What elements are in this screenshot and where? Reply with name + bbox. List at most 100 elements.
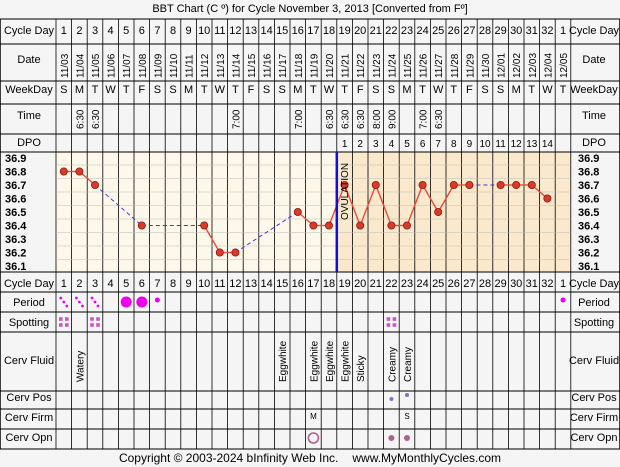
- cerv-firm-mark: S: [404, 412, 409, 421]
- cycle-day-cell-bottom: 32: [541, 278, 553, 290]
- dpo-cell: 13: [526, 139, 538, 150]
- period-spotting-dot: [65, 304, 69, 308]
- date-cell: 11/06: [107, 53, 118, 78]
- period-spotting-dot: [96, 304, 100, 308]
- time-cell: 6:30: [75, 109, 86, 129]
- date-cell: 11/09: [153, 53, 164, 78]
- temp-gap-segment: [235, 211, 299, 253]
- cycle-day-cell: 21: [370, 25, 382, 37]
- cycle-day-cell: 8: [170, 25, 176, 37]
- cycle-day-cell-bottom: 3: [92, 278, 98, 290]
- weekday-cell: F: [466, 84, 473, 96]
- weekday-cell: S: [497, 84, 504, 96]
- label-period-left: Period: [13, 297, 45, 309]
- label-cycle-day-bottom-left: Cycle Day: [4, 278, 55, 290]
- temp-point: [356, 221, 365, 230]
- date-cell: 11/24: [387, 53, 398, 78]
- cycle-day-cell-bottom: 7: [154, 278, 160, 290]
- date-cell: 12/05: [559, 53, 570, 78]
- weekday-cell: F: [138, 84, 145, 96]
- cycle-day-cell-bottom: 31: [526, 278, 538, 290]
- temp-segment: [203, 225, 221, 253]
- date-cell: 11/12: [200, 53, 211, 78]
- date-cell: 11/29: [465, 53, 476, 78]
- date-cell: 11/04: [75, 53, 86, 78]
- spotting-dot: [386, 317, 391, 321]
- cycle-day-cell: 1: [560, 25, 566, 37]
- period-heavy: [136, 296, 148, 308]
- label-cerv-fluid-left: Cerv Fluid: [4, 355, 54, 367]
- label-date-right: Date: [582, 54, 605, 66]
- weekday-cell: S: [481, 84, 488, 96]
- period-heavy: [120, 296, 132, 308]
- cycle-day-cell-bottom: 22: [385, 278, 397, 290]
- label-weekday-left: WeekDay: [5, 84, 53, 96]
- temp-tick-left: 36.2: [5, 248, 26, 260]
- cycle-day-cell-bottom: 27: [463, 278, 475, 290]
- cycle-day-cell: 25: [432, 25, 444, 37]
- date-cell: 11/18: [294, 53, 305, 78]
- temp-point: [91, 180, 100, 189]
- weekday-cell: F: [248, 84, 255, 96]
- label-cycle-day-left: Cycle Day: [4, 25, 55, 37]
- temp-point: [496, 180, 505, 189]
- cerv-firm-mark: M: [310, 412, 317, 421]
- cycle-day-cell-bottom: 4: [108, 278, 114, 290]
- cycle-day-cell-bottom: 13: [245, 278, 257, 290]
- temp-segment: [359, 184, 377, 226]
- weekday-cell: S: [263, 84, 270, 96]
- temp-tick-left: 36.6: [5, 194, 26, 206]
- cycle-day-cell: 31: [526, 25, 538, 37]
- temp-point: [215, 248, 224, 257]
- weekday-cell: T: [310, 84, 317, 96]
- footer-site: www.MyMonthlyCycles.com: [351, 451, 501, 465]
- label-period-right: Period: [578, 297, 610, 309]
- temp-point: [137, 221, 146, 230]
- cerv-fluid-cell: Eggwhite: [341, 340, 352, 382]
- dpo-cell: 3: [373, 139, 379, 150]
- weekday-cell: F: [357, 84, 364, 96]
- weekday-cell: M: [402, 84, 411, 96]
- cycle-day-cell-bottom: 23: [401, 278, 413, 290]
- dpo-cell: 5: [404, 139, 410, 150]
- period-spotting-dot: [93, 300, 97, 304]
- dpo-cell: 2: [357, 139, 363, 150]
- cerv-opn-open: [307, 432, 320, 444]
- temperature-series: OVULATION: [59, 152, 552, 272]
- grid-lines: [0, 18, 620, 450]
- date-cell: 11/11: [185, 54, 196, 78]
- dpo-cell: 8: [451, 139, 457, 150]
- weekday-cell: T: [123, 84, 130, 96]
- temp-point: [231, 248, 240, 257]
- cycle-day-cell-bottom: 2: [76, 278, 82, 290]
- cycle-day-cell-bottom: 26: [448, 278, 460, 290]
- weekday-cell: W: [105, 84, 116, 96]
- cycle-day-cell-bottom: 24: [416, 278, 428, 290]
- date-cell: 11/08: [138, 53, 149, 78]
- dpo-cell: 6: [420, 139, 426, 150]
- spotting-dot: [90, 317, 94, 321]
- date-cell: 11/28: [450, 53, 461, 78]
- period-spotting-dot: [90, 296, 94, 300]
- spotting-dot: [392, 317, 397, 321]
- dpo-cell: 14: [542, 139, 554, 150]
- label-cerv-pos-right: Cerv Pos: [571, 392, 617, 404]
- cycle-day-cell-bottom: 6: [139, 278, 145, 290]
- date-cell: 11/25: [403, 53, 414, 78]
- temp-point: [59, 167, 68, 176]
- date-cell: 12/02: [512, 53, 523, 78]
- date-cell: 11/10: [169, 53, 180, 78]
- cerv-pos-dot: [389, 397, 394, 401]
- weekday-cell: S: [388, 84, 395, 96]
- temp-segment: [375, 184, 393, 226]
- date-cell: 11/13: [216, 53, 227, 78]
- cycle-day-cell: 30: [510, 25, 522, 37]
- cerv-opn-closed: [388, 435, 395, 441]
- chart-title: BBT Chart (C º) for Cycle November 3, 20…: [152, 3, 467, 15]
- cerv-fluid-cell: Watery: [75, 351, 86, 382]
- temp-point: [402, 221, 411, 230]
- date-cell: 11/21: [341, 53, 352, 78]
- spotting-dot: [59, 323, 63, 327]
- cerv-fluid-cell: Creamy: [387, 347, 398, 382]
- time-cell: 7:00: [419, 109, 430, 129]
